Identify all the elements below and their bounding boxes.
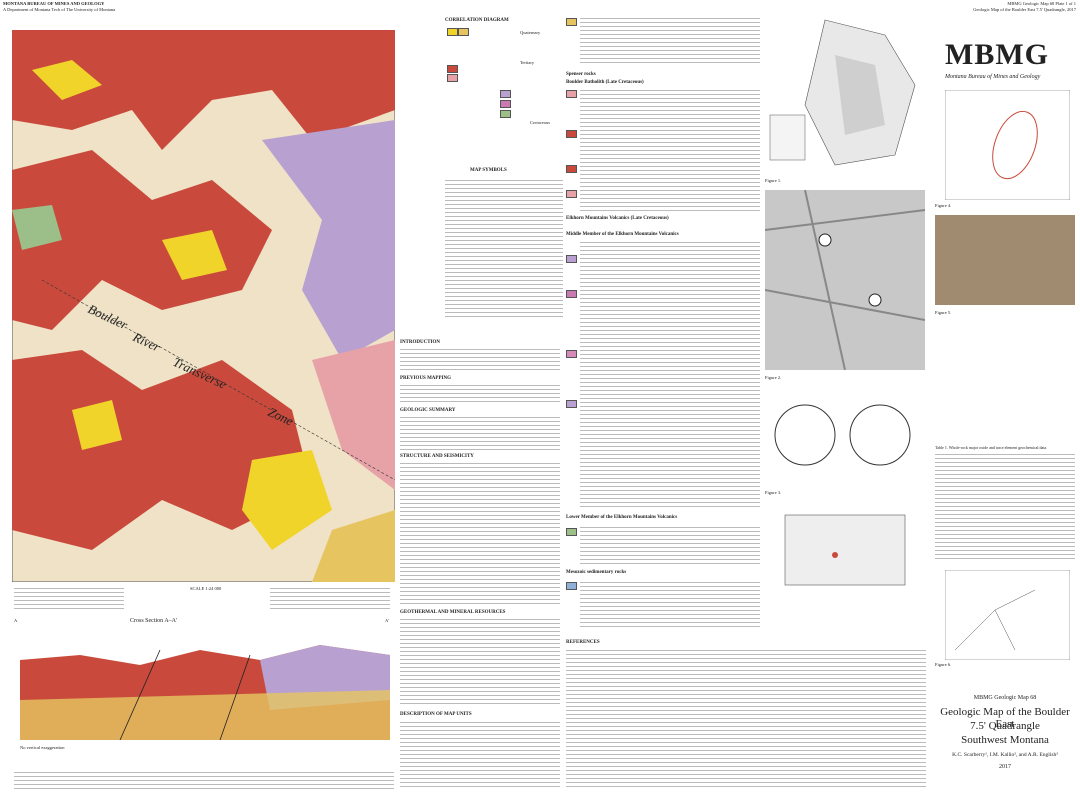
geologic-map: Boulder River Transverse Zone — [12, 30, 395, 582]
unit-group: Mesozoic sedimentary rocks — [566, 570, 627, 575]
section-heading: STRUCTURE AND SEISMICITY — [400, 454, 474, 459]
era-label: Cretaceous — [530, 120, 550, 125]
authors: K.C. Scarberry¹, I.M. Kallio², and A.R. … — [952, 752, 1058, 758]
table-title: Table 1. Whole-rock major oxide and trac… — [935, 445, 1048, 450]
figure-caption: Figure 1. — [765, 178, 782, 183]
references-heading: REFERENCES — [566, 640, 600, 645]
unit-swatch — [566, 255, 577, 263]
unit-text — [580, 88, 760, 213]
unit-swatch — [566, 582, 577, 590]
logo-name: Montana Bureau of Mines and Geology — [945, 74, 1041, 80]
figure-caption: Figure 4. — [935, 203, 952, 208]
cross-section — [20, 645, 390, 740]
series: MBMG Geologic Map 68 — [973, 695, 1037, 701]
body-text — [400, 347, 560, 373]
unit-swatch — [566, 90, 577, 98]
unit-swatch — [566, 400, 577, 408]
table — [935, 452, 1075, 562]
unit-swatch — [566, 350, 577, 358]
location-map — [784, 514, 906, 586]
section-end: A — [14, 618, 18, 623]
photo — [935, 215, 1075, 305]
body-text — [400, 461, 560, 607]
section-heading: GEOLOGIC SUMMARY — [400, 408, 456, 413]
year: 2017 — [999, 764, 1011, 770]
unit-swatch — [566, 130, 577, 138]
unit-swatch — [500, 100, 511, 108]
acknowledgment — [14, 770, 394, 790]
unit-group: Spenser rocks — [566, 72, 596, 77]
stereonet-figure — [774, 404, 911, 466]
map-scale: SCALE 1:24 000 — [190, 586, 222, 591]
section-heading: INTRODUCTION — [400, 340, 441, 345]
unit-swatch — [447, 74, 458, 82]
hillshade-figure — [765, 190, 925, 370]
age-plot — [945, 90, 1070, 200]
figure-caption: Figure 3. — [765, 490, 782, 495]
figure-caption: Figure 6. — [935, 662, 952, 667]
unit-text — [580, 240, 760, 510]
header-left-title: MONTANA BUREAU OF MINES AND GEOLOGY — [3, 1, 105, 6]
tas-diagram — [945, 570, 1070, 660]
body-text — [400, 415, 560, 451]
map-title: 7.5' Quadrangle — [970, 720, 1040, 732]
unit-swatch — [447, 65, 458, 73]
map-contact — [270, 586, 390, 612]
unit-group: Middle Member of the Elkhorn Mountains V… — [566, 232, 679, 237]
unit-swatch — [500, 90, 511, 98]
unit-group: Lower Member of the Elkhorn Mountains Vo… — [566, 515, 678, 520]
map-region: Southwest Montana — [961, 734, 1049, 746]
cross-section-title: Cross Section A–A' — [130, 618, 178, 624]
unit-text — [580, 580, 760, 630]
unit-swatch — [458, 28, 469, 36]
unit-text — [580, 525, 760, 565]
unit-swatch — [566, 528, 577, 536]
header-right-subtitle: Geologic Map of the Boulder East 7.5' Qu… — [973, 7, 1076, 12]
figure-caption: Figure 2. — [765, 375, 782, 380]
unit-swatch — [566, 290, 577, 298]
unit-text — [580, 16, 760, 66]
section-heading: GEOTHERMAL AND MINERAL RESOURCES — [400, 610, 506, 615]
unit-swatch — [447, 28, 458, 36]
figure-caption: Figure 5. — [935, 310, 952, 315]
map-title: Geologic Map of the Boulder East — [940, 706, 1070, 730]
section-heading: PREVIOUS MAPPING — [400, 376, 451, 381]
era-label: Tertiary — [520, 60, 535, 65]
symbols-title: MAP SYMBOLS — [470, 168, 507, 173]
symbols-list — [445, 178, 563, 318]
unit-swatch — [500, 110, 511, 118]
map-credits — [14, 586, 124, 612]
cross-section-note: No vertical exaggeration — [20, 745, 65, 750]
era-label: Quaternary — [520, 30, 541, 35]
body-text — [400, 617, 560, 707]
location-figure — [769, 19, 916, 166]
unit-swatch — [566, 18, 577, 26]
body-text — [400, 383, 560, 405]
section-heading: DESCRIPTION OF MAP UNITS — [400, 712, 472, 717]
references — [566, 648, 926, 788]
header-left-subtitle: A Department of Montana Tech of The Univ… — [3, 7, 116, 12]
body-text — [400, 720, 560, 790]
correlation-title: CORRELATION DIAGRAM — [445, 18, 509, 23]
unit-group: Boulder Batholith (Late Cretaceous) — [566, 80, 644, 85]
section-end: A' — [385, 618, 390, 623]
unit-group: Elkhorn Mountains Volcanics (Late Cretac… — [566, 216, 669, 221]
logo-mark: MBMG — [945, 38, 1049, 71]
header-right-title: MBMG Geologic Map 68 Plate 1 of 1 — [1007, 1, 1076, 6]
unit-swatch — [566, 165, 577, 173]
unit-swatch — [566, 190, 577, 198]
